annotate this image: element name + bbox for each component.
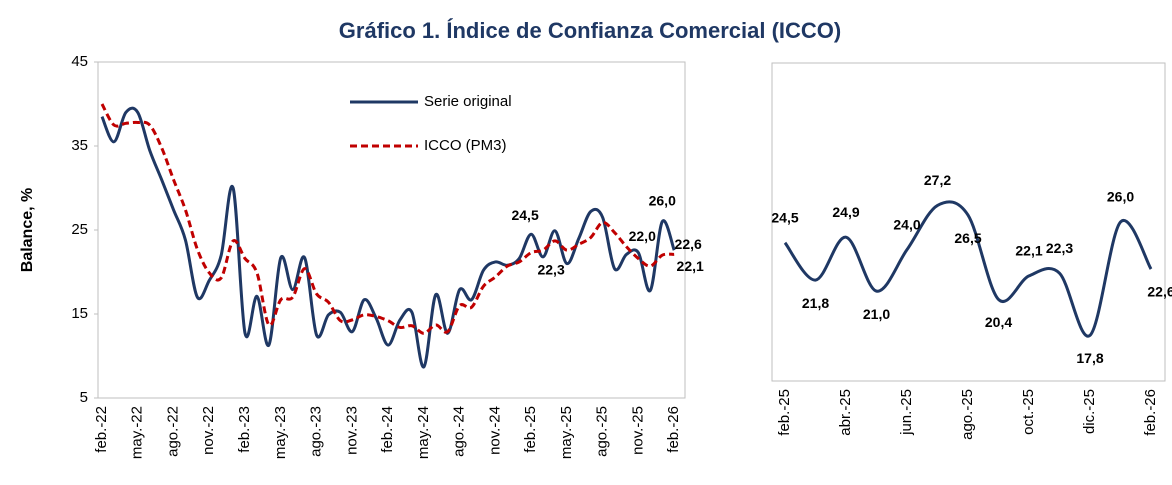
x-tick-label: nov.-25: [629, 406, 646, 455]
x-tick-label: nov.-23: [343, 406, 360, 455]
data-label: 22,3: [537, 261, 564, 277]
data-label: 26,0: [649, 192, 676, 208]
y-tick-label: 25: [71, 221, 88, 238]
x-tick-label: ago.-23: [308, 406, 325, 457]
y-axis-label: Balance, %: [19, 188, 36, 272]
y-tick-label: 15: [71, 305, 88, 322]
x-tick-label: may.-24: [415, 406, 432, 459]
data-line: [100, 106, 676, 369]
data-label: 26,5: [954, 230, 981, 246]
data-line: [783, 200, 1153, 338]
x-tick-label: jun.-25: [898, 389, 915, 436]
x-tick-label: feb.-26: [665, 406, 682, 453]
data-label: 24,0: [893, 216, 920, 232]
chart-title: Gráfico 1. Índice de Confianza Comercial…: [339, 18, 841, 43]
data-label: 22,6: [675, 236, 702, 252]
x-tick-label: ago.-25: [959, 389, 976, 440]
x-tick-label: feb.-25: [776, 389, 793, 436]
data-label: 22,1: [1015, 243, 1042, 259]
data-label: 27,2: [924, 172, 951, 188]
data-label: 22,6: [1147, 284, 1172, 300]
x-tick-label: feb.-23: [236, 406, 253, 453]
data-label: 21,0: [863, 306, 890, 322]
data-label: 24,5: [511, 207, 538, 223]
plot-frame: [97, 61, 686, 399]
x-tick-label: ago.-24: [451, 406, 468, 457]
x-tick-label: ago.-25: [594, 406, 611, 457]
x-tick-label: feb.-26: [1142, 389, 1159, 436]
data-label: 22,0: [629, 228, 656, 244]
x-tick-label: ago.-22: [164, 406, 181, 457]
data-label: 24,9: [832, 204, 859, 220]
x-tick-label: may.-22: [129, 406, 146, 459]
data-label: 20,4: [985, 314, 1012, 330]
x-tick-label: nov.-22: [200, 406, 217, 455]
x-tick-label: may.-25: [558, 406, 575, 459]
y-tick-label: 45: [71, 53, 88, 70]
data-label: 22,3: [1046, 240, 1073, 256]
data-line: [100, 103, 675, 335]
y-tick-label: 35: [71, 137, 88, 154]
data-label: 17,8: [1076, 350, 1103, 366]
x-tick-label: oct.-25: [1020, 389, 1037, 435]
legend-label: ICCO (PM3): [424, 137, 507, 154]
y-tick-label: 5: [80, 389, 88, 406]
data-label: 22,1: [677, 258, 704, 274]
plot-frame: [771, 62, 1166, 382]
x-tick-label: may.-23: [272, 406, 289, 459]
x-tick-label: feb.-24: [379, 406, 396, 453]
legend-label: Serie original: [424, 93, 512, 110]
x-tick-label: feb.-25: [522, 406, 539, 453]
x-tick-label: feb.-22: [93, 406, 110, 453]
data-label: 24,5: [771, 209, 798, 225]
x-tick-label: dic.-25: [1081, 389, 1098, 434]
data-label: 26,0: [1107, 189, 1134, 205]
x-tick-label: abr.-25: [837, 389, 854, 436]
x-tick-label: nov.-24: [486, 406, 503, 455]
data-label: 21,8: [802, 295, 829, 311]
